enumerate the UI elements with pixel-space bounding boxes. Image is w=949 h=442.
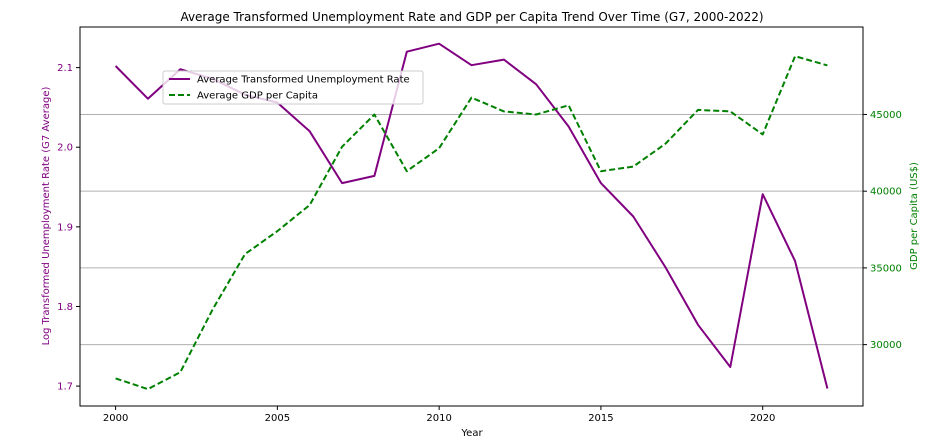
x-axis-label: Year bbox=[460, 428, 483, 439]
x-tick-label: 2015 bbox=[588, 413, 613, 424]
y-axis-right: 30000 35000 40000 45000 bbox=[863, 110, 902, 351]
y-axis-label-left: Log Transformed Unemployment Rate (G7 Av… bbox=[41, 87, 52, 346]
grid bbox=[80, 113, 863, 346]
legend-label-unemployment: Average Transformed Unemployment Rate bbox=[197, 75, 410, 86]
x-tick-label: 2010 bbox=[426, 413, 451, 424]
legend: Average Transformed Unemployment Rate Av… bbox=[162, 70, 424, 105]
plot-frame bbox=[79, 26, 864, 407]
y-right-tick-label: 45000 bbox=[870, 110, 902, 121]
x-tick-label: 2020 bbox=[750, 413, 775, 424]
x-axis: 2000 2005 2010 2015 2020 bbox=[103, 406, 775, 424]
y-axis-left: 1.7 1.8 1.9 2.0 2.1 bbox=[57, 63, 80, 393]
y-right-tick-label: 35000 bbox=[870, 263, 902, 274]
x-tick-label: 2000 bbox=[103, 413, 128, 424]
legend-box bbox=[162, 70, 424, 105]
y-left-tick-label: 1.8 bbox=[57, 302, 73, 313]
y-left-tick-label: 2.1 bbox=[57, 63, 73, 74]
gdp-line bbox=[115, 55, 828, 391]
y-left-tick-label: 1.9 bbox=[57, 222, 73, 233]
y-left-tick-label: 2.0 bbox=[57, 143, 73, 154]
y-right-tick-label: 30000 bbox=[870, 340, 902, 351]
x-tick-label: 2005 bbox=[265, 413, 290, 424]
y-axis-label-right: GDP per Capita (US$) bbox=[909, 162, 920, 270]
chart-title: Average Transformed Unemployment Rate an… bbox=[180, 10, 763, 24]
y-left-tick-label: 1.7 bbox=[57, 382, 73, 393]
y-right-tick-label: 40000 bbox=[870, 187, 902, 198]
legend-label-gdp: Average GDP per Capita bbox=[197, 91, 318, 102]
